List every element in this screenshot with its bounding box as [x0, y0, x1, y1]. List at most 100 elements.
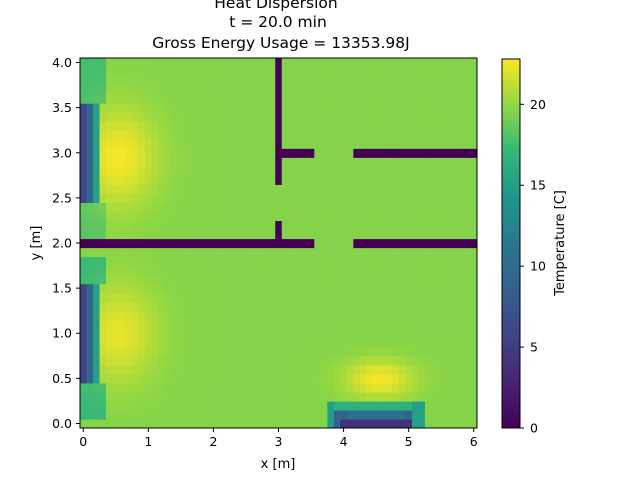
heatmap-cell [379, 148, 387, 158]
heatmap-cell [320, 355, 328, 366]
heatmap-cell [275, 346, 283, 357]
heatmap-cell [242, 193, 250, 203]
heatmap-cell [424, 328, 433, 339]
heatmap-cell [320, 292, 328, 303]
heatmap-cell [457, 310, 465, 321]
heatmap-cell [398, 274, 407, 285]
heatmap-cell [301, 373, 309, 384]
heatmap-cell [86, 67, 94, 77]
heatmap-cell [236, 76, 244, 86]
heatmap-cell [431, 211, 439, 222]
heatmap-cell [171, 238, 179, 249]
heatmap-cell [463, 175, 472, 185]
heatmap-cell [164, 121, 172, 131]
heatmap-cell [190, 382, 198, 393]
heatmap-cell [320, 238, 328, 249]
heatmap-cell [151, 121, 159, 131]
heatmap-cell [405, 94, 413, 104]
heatmap-cell [158, 310, 166, 321]
heatmap-cell [242, 364, 250, 375]
heatmap-cell [418, 229, 426, 240]
heatmap-cell [203, 166, 211, 176]
heatmap-cell [249, 238, 257, 249]
heatmap-cell [301, 67, 309, 77]
heatmap-cell [158, 67, 166, 77]
heatmap-cell [164, 247, 172, 258]
heatmap-cell [125, 130, 133, 140]
heatmap-cell [106, 256, 114, 267]
heatmap-cell [398, 256, 407, 267]
heatmap-cell [314, 148, 322, 158]
heatmap-cell [281, 121, 289, 131]
heatmap-cell [190, 175, 198, 185]
heatmap-cell [158, 157, 166, 167]
heatmap-cell [93, 301, 101, 312]
heatmap-cell [112, 148, 120, 158]
heatmap-cell [223, 175, 231, 185]
heatmap-cell [444, 175, 452, 185]
heatmap-cell [190, 202, 198, 213]
heatmap-cell [132, 229, 140, 240]
heatmap-cell [216, 238, 224, 249]
heatmap-cell [145, 418, 153, 428]
heatmap-cell [242, 85, 250, 95]
heatmap-cell [210, 346, 218, 357]
heatmap-cell [262, 148, 270, 158]
heatmap-cell [99, 355, 107, 366]
heatmap-cell [138, 409, 146, 420]
heatmap-cell [229, 67, 237, 77]
heatmap-cell [203, 373, 211, 384]
heatmap-cell [158, 256, 166, 267]
heatmap-cell [366, 157, 374, 167]
heatmap-cell [405, 310, 413, 321]
heatmap-cell [138, 94, 146, 104]
heatmap-cell [437, 418, 446, 428]
heatmap-cell [346, 292, 354, 303]
heatmap-cell [275, 310, 283, 321]
heatmap-cell [314, 76, 322, 86]
heatmap-cell [333, 265, 341, 276]
heatmap-cell [145, 301, 153, 312]
heatmap-cell [294, 211, 302, 222]
heatmap-cell [80, 166, 88, 176]
heatmap-cell [112, 373, 120, 384]
heatmap-cell [99, 67, 107, 77]
heatmap-cell [437, 76, 446, 86]
heatmap-cell [236, 247, 244, 258]
heatmap-cell [333, 346, 341, 357]
heatmap-cell [268, 400, 276, 411]
heatmap-cell [320, 211, 328, 222]
heatmap-cell [437, 256, 446, 267]
heatmap-cell [418, 382, 426, 393]
heatmap-cell [379, 130, 387, 140]
heatmap-cell [392, 391, 400, 402]
heatmap-cell [314, 157, 322, 167]
heatmap-cell [242, 283, 250, 294]
heatmap-cell [171, 418, 179, 428]
heatmap-cell [86, 292, 94, 303]
heatmap-cell [210, 112, 218, 122]
heatmap-cell [242, 292, 250, 303]
heatmap-cell [216, 418, 224, 428]
heatmap-cell [249, 391, 257, 402]
heatmap-cell [184, 391, 192, 402]
heatmap-cell [93, 382, 101, 393]
heatmap-cell [229, 391, 237, 402]
heatmap-cell [158, 418, 166, 428]
heatmap-cell [268, 373, 276, 384]
heatmap-cell [327, 301, 335, 312]
heatmap-cell [138, 400, 146, 411]
heatmap-cell [444, 373, 452, 384]
heatmap-cell [294, 418, 302, 428]
heatmap-cell [385, 319, 393, 330]
heatmap-cell [411, 247, 420, 258]
heatmap-cell [223, 193, 231, 203]
heatmap-cell [333, 238, 341, 249]
heatmap-cell [398, 220, 407, 231]
heatmap-cell [184, 337, 192, 348]
heatmap-cell [106, 409, 114, 420]
heatmap-cell [366, 409, 374, 420]
heatmap-cell [340, 319, 348, 330]
heatmap-cell [437, 283, 446, 294]
heatmap-cell [177, 184, 185, 194]
